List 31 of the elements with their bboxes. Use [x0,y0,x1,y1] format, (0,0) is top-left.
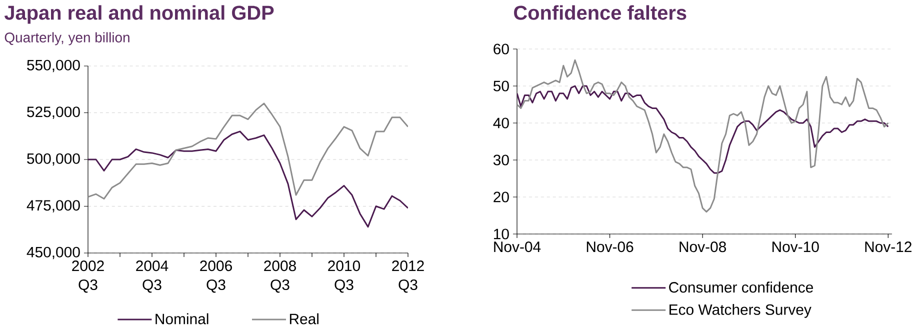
x-tick-label: 2010 Q3 [328,260,360,293]
y-tick-label: 525,000 [27,106,80,119]
y-tick-label: 30 [493,154,509,166]
y-tick-label: 10 [494,228,509,240]
y-tick-label: 475,000 [26,200,80,212]
y-tick-label: 550,000 [27,60,80,72]
y-tick-label: 20 [494,192,509,202]
y-tick-label: 450,000 [26,246,80,260]
x-tick-label: 2012 Q3 [392,260,424,293]
line-series [88,102,408,200]
x-tick-label: 2008 Q3 [264,260,296,293]
x-tick-label: Nov-08 [680,242,726,252]
y-tick-label: 50 [493,80,509,92]
chart-subtitle: Quarterly, yen billion [4,32,130,46]
chart-title: Japan real and nominal GDP [4,5,274,24]
legend-label: Consumer confidence [669,282,813,293]
x-tick-label: Nov-04 [494,242,541,252]
y-tick-label: 60 [494,44,509,54]
y-tick-label: 40 [493,118,509,128]
x-tick-label: Nov-10 [772,242,819,252]
x-tick-label: 2006 Q3 [200,260,232,293]
legend-label: Nominal [156,313,208,324]
legend-label: Eco Watchers Survey [670,304,812,318]
x-tick-label: 2004 Q3 [136,260,168,293]
x-tick-label: 2002 Q3 [72,260,104,293]
x-tick-label: Nov-12 [865,242,912,252]
x-tick-label: Nov-06 [586,242,634,252]
chart-title: Confidence falters [514,5,686,20]
legend-label: Real [290,313,318,324]
y-tick-label: 500,000 [27,153,80,166]
line-series [88,130,408,228]
